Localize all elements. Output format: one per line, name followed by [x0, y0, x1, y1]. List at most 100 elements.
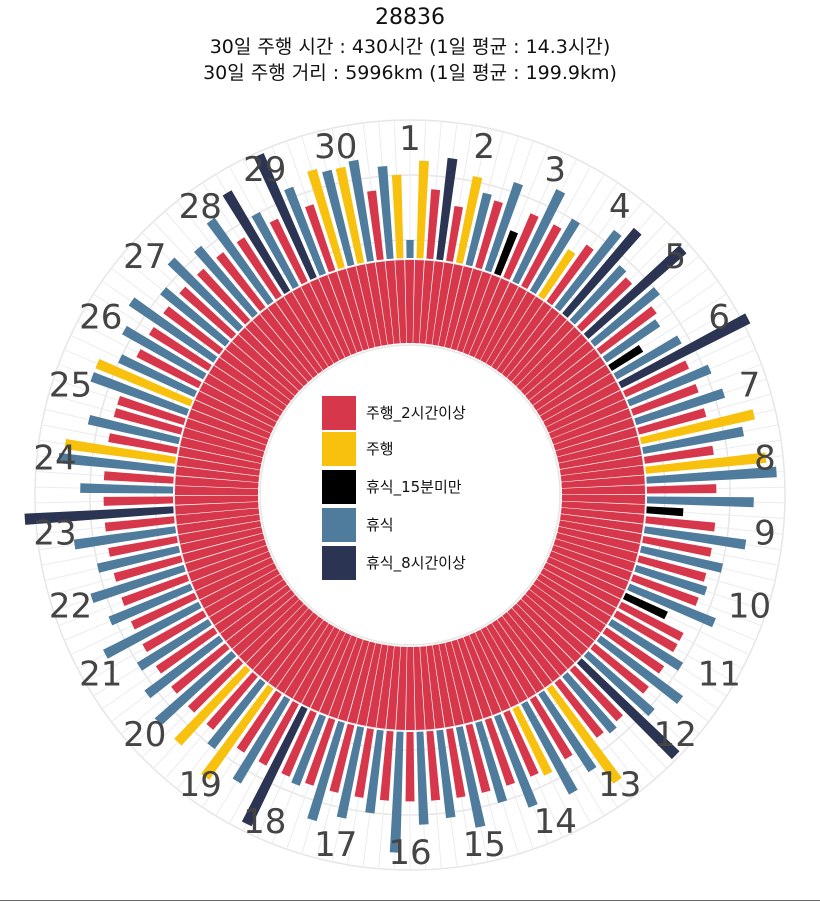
- drive-band-slice: [366, 644, 388, 728]
- bar-day-13-seg-4: [512, 705, 553, 776]
- legend-swatch-rest: [322, 508, 356, 542]
- bar-day-20-seg-2: [144, 635, 224, 699]
- drive-band-slice: [337, 268, 369, 351]
- drive-band-slice: [496, 302, 552, 374]
- drive-band-slice: [209, 574, 284, 625]
- legend-swatch-drive: [322, 432, 356, 466]
- drive-band-slice: [516, 327, 581, 391]
- drive-band-slice: [253, 608, 314, 677]
- drive-band-slice: [405, 259, 415, 343]
- bar-day-2-seg-2: [475, 200, 503, 270]
- bar-day-22-seg-3: [108, 536, 178, 557]
- day-label-23: 23: [33, 513, 76, 553]
- bar-day-30-seg-3: [377, 166, 394, 260]
- bar-day-30-seg-2: [367, 190, 384, 261]
- bar-day-20-seg-0: [154, 651, 237, 726]
- drive-band-slice: [445, 641, 474, 724]
- chart-bars: [24, 153, 777, 853]
- bar-day-22-seg-4: [73, 526, 177, 550]
- drive-band-slice: [346, 266, 375, 349]
- day-label-12: 12: [654, 715, 697, 755]
- bar-day-23-seg-4: [103, 471, 174, 484]
- bar-day-10-seg-3: [622, 592, 668, 620]
- bar-day-22-seg-0: [90, 564, 186, 603]
- bar-day-16-seg-0: [405, 732, 415, 802]
- bar-day-22-seg-2: [97, 545, 181, 573]
- drive-band-slice: [426, 645, 445, 729]
- day-label-20: 20: [123, 715, 166, 755]
- drive-band-slice: [413, 260, 424, 344]
- day-label-18: 18: [243, 802, 286, 842]
- bar-day-11-seg-2: [602, 627, 665, 674]
- legend-label-rest: 휴식: [366, 516, 394, 534]
- bar-day-29-seg-3: [307, 168, 345, 270]
- drive-band-slice: [468, 278, 510, 358]
- drive-band-slice: [275, 297, 329, 371]
- bar-day-25-seg-4: [136, 349, 202, 389]
- drive-band-slice: [209, 365, 284, 417]
- drive-band-slice: [553, 538, 635, 572]
- drive-band-slice: [175, 508, 260, 525]
- bar-day-17-seg-4: [291, 714, 326, 786]
- drive-band-slice: [191, 551, 272, 591]
- bar-day-19-seg-4: [187, 658, 244, 713]
- bar-day-15-seg-3: [426, 730, 441, 801]
- drive-band-slice: [188, 409, 269, 445]
- bar-day-3-seg-0: [503, 213, 539, 280]
- bar-day-11-seg-4: [590, 643, 649, 694]
- bar-day-29-seg-4: [322, 169, 355, 267]
- day-label-16: 16: [388, 833, 431, 873]
- drive-band-slice: [347, 641, 376, 724]
- drive-band-slice: [521, 594, 588, 656]
- day-label-4: 4: [609, 187, 631, 227]
- drive-band-slice: [506, 313, 567, 382]
- drive-band-slice: [188, 545, 269, 582]
- bottom-rule: [0, 900, 820, 901]
- bar-day-27-seg-3: [194, 245, 258, 318]
- drive-band-slice: [560, 507, 645, 524]
- drive-band-slice: [199, 382, 277, 428]
- drive-band-slice: [267, 302, 323, 374]
- bar-day-11-seg-0: [613, 610, 678, 653]
- drive-band-slice: [375, 261, 394, 345]
- drive-band-slice: [557, 526, 640, 553]
- drive-band-slice: [175, 495, 259, 505]
- bar-day-9-seg-1: [643, 526, 747, 550]
- bar-day-15-seg-2: [436, 729, 456, 819]
- day-label-29: 29: [243, 150, 286, 190]
- bar-day-1-seg-3: [436, 157, 458, 261]
- bar-day-28-seg-0: [206, 217, 274, 306]
- bar-day-7-seg-0: [634, 388, 726, 426]
- bar-day-14-seg-2: [484, 717, 515, 786]
- legend-item-rest-15m: 휴식_15분미만: [322, 470, 542, 504]
- bar-day-19-seg-0: [201, 684, 274, 780]
- bar-day-12-seg-1: [576, 658, 680, 760]
- drive-band-slice: [239, 599, 304, 663]
- bar-day-2-seg-3: [484, 182, 523, 273]
- bar-day-13-seg-1: [538, 690, 597, 773]
- bar-day-24-seg-4: [113, 408, 183, 435]
- drive-band-slice: [405, 647, 415, 731]
- bar-day-21-seg-2: [130, 592, 198, 630]
- drive-band-slice: [413, 646, 425, 730]
- bar-day-23-seg-1: [24, 506, 174, 525]
- bar-day-20-seg-3: [155, 627, 218, 674]
- bar-day-26-seg-2: [128, 297, 218, 363]
- bar-day-5-seg-1: [590, 287, 660, 347]
- day-label-30: 30: [314, 127, 357, 167]
- bar-day-28-seg-4: [269, 218, 308, 285]
- bar-day-25-seg-2: [95, 359, 193, 407]
- bar-day-9-seg-3: [639, 545, 723, 573]
- drive-band-slice: [558, 446, 642, 470]
- drive-band-slice: [178, 520, 262, 544]
- bar-day-1-seg-1: [416, 160, 429, 259]
- bar-day-21-seg-0: [142, 610, 207, 653]
- drive-band-slice: [561, 475, 645, 489]
- bar-day-27-seg-4: [216, 252, 266, 312]
- bar-day-13-seg-2: [529, 695, 573, 760]
- bar-day-23-seg-2: [103, 496, 174, 506]
- drive-band-slice: [497, 616, 553, 688]
- drive-band-slice: [246, 604, 309, 670]
- bar-day-9-seg-0: [645, 516, 716, 532]
